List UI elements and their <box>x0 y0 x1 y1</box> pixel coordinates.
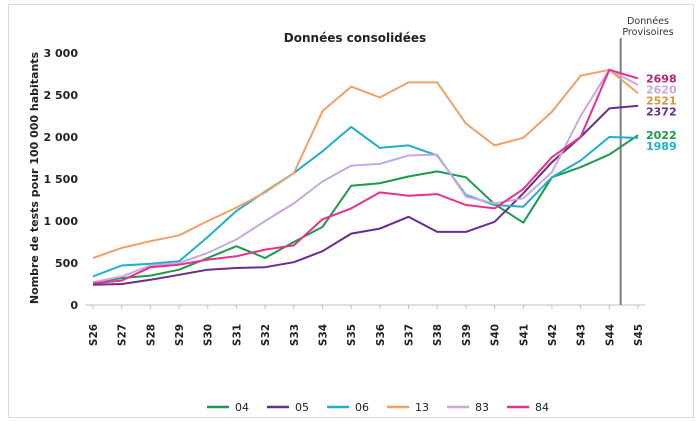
legend-label-13: 13 <box>415 401 429 414</box>
chart-frame <box>8 4 694 418</box>
y-tick-label: 0 <box>70 299 78 312</box>
y-tick-label: 3 000 <box>44 47 79 60</box>
x-tick-label: S31 <box>231 324 243 346</box>
x-tick-label: S27 <box>117 324 129 346</box>
legend-label-06: 06 <box>355 401 369 414</box>
x-tick-label: S37 <box>404 324 416 346</box>
series-line-06 <box>92 125 639 278</box>
x-tick-label: S36 <box>375 324 387 346</box>
chart-title: Données consolidées <box>284 31 426 45</box>
legend-label-83: 83 <box>475 401 489 414</box>
end-value-label: 1989 <box>646 140 677 153</box>
y-tick-label: 2 000 <box>44 131 79 144</box>
x-tick-label: S40 <box>490 324 502 346</box>
x-tick-label: S30 <box>203 324 215 346</box>
x-tick-label: S33 <box>289 324 301 346</box>
y-tick-label: 1 000 <box>44 215 79 228</box>
legend-label-84: 84 <box>535 401 549 414</box>
x-tick-label: S34 <box>317 324 329 346</box>
x-tick-label: S44 <box>604 324 616 346</box>
x-tick-label: S41 <box>518 324 530 346</box>
x-tick-label: S35 <box>346 324 358 346</box>
y-tick-label: 500 <box>55 257 78 270</box>
y-tick-label: 1 500 <box>44 173 79 186</box>
legend-label-04: 04 <box>235 401 249 414</box>
end-value-label: 2372 <box>646 105 677 118</box>
x-tick-label: S26 <box>88 324 100 346</box>
series-line-83 <box>92 68 639 284</box>
x-tick-label: S43 <box>576 324 588 346</box>
series-line-84 <box>92 68 639 285</box>
x-tick-label: S39 <box>461 324 473 346</box>
legend-label-05: 05 <box>295 401 309 414</box>
end-value-label: 2521 <box>646 94 677 107</box>
series-line-05 <box>92 104 639 286</box>
x-tick-label: S29 <box>174 324 186 346</box>
x-tick-label: S45 <box>633 324 645 346</box>
x-tick-label: S32 <box>260 324 272 346</box>
end-value-label: 2698 <box>646 72 677 85</box>
x-tick-label: S28 <box>145 324 157 346</box>
end-value-label: 2620 <box>646 83 677 96</box>
y-axis-label: Nombre de tests pour 100 000 habitants <box>28 51 41 304</box>
x-tick-label: S38 <box>432 324 444 346</box>
series-line-04 <box>92 134 639 284</box>
legend: 04 05 06 13 83 84 <box>207 401 549 414</box>
y-tick-label: 2 500 <box>44 89 79 102</box>
series-line-13 <box>92 68 639 259</box>
x-tick-label: S42 <box>547 324 559 346</box>
provisional-data-annotation: Données Provisoires <box>622 16 673 38</box>
end-value-label: 2022 <box>646 129 677 142</box>
